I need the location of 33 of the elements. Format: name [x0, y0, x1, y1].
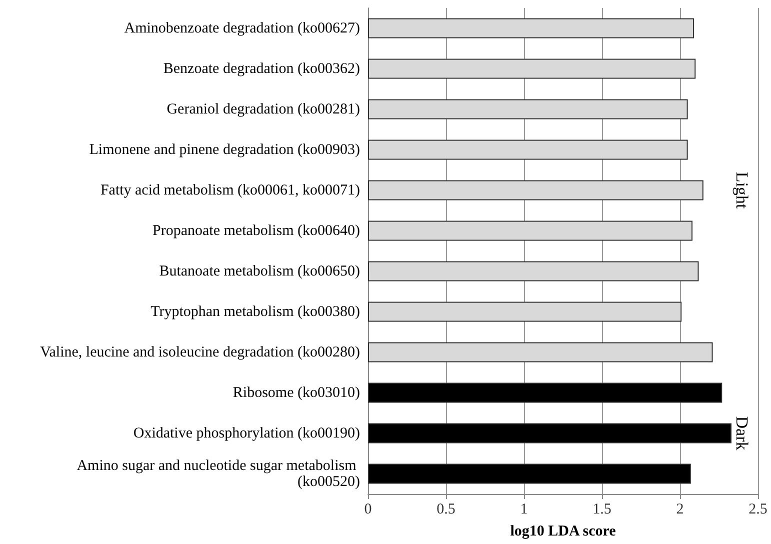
- x-tick-label: 1.5: [592, 502, 612, 518]
- bar: [368, 464, 691, 484]
- y-tick-label: Tryptophan metabolism (ko00380): [150, 304, 360, 320]
- x-axis-title: log10 LDA score: [510, 524, 616, 540]
- bar: [368, 382, 722, 403]
- bar: [368, 423, 732, 444]
- x-tick-label: 0: [364, 502, 372, 518]
- bar: [368, 18, 694, 38]
- text: Light: [732, 172, 752, 209]
- y-tick-label: Propanoate metabolism (ko00640): [152, 222, 360, 239]
- bar: [368, 220, 692, 241]
- x-tick-label: 1: [520, 502, 528, 518]
- bar: [368, 302, 682, 322]
- bar: [368, 140, 688, 160]
- y-tick-label: Amino sugar and nucleotide sugar metabolism (ko00520): [76, 458, 360, 490]
- bar: [368, 180, 704, 200]
- y-tick-label: Aminobenzoate degradation (ko00627): [124, 20, 360, 36]
- y-tick-label: Fatty acid metabolism (ko00061, ko00071): [100, 182, 360, 198]
- bar: [368, 99, 688, 120]
- y-tick-label: Ribosome (ko03010): [232, 384, 360, 401]
- x-tick-label: 0.5: [436, 502, 456, 518]
- bar: [368, 261, 699, 282]
- bar: [368, 58, 696, 79]
- x-tick-label: 2.5: [748, 502, 768, 518]
- y-tick-label: Valine, leucine and isoleucine degradation (ko00280): [40, 344, 360, 360]
- x-tick-label: 2: [676, 502, 684, 518]
- bar: [368, 342, 713, 362]
- text: Dark: [732, 416, 752, 451]
- y-tick-label: Geraniol degradation (ko00281): [166, 101, 360, 118]
- y-tick-label: Benzoate degradation (ko00362): [163, 60, 360, 77]
- y-tick-label: Butanoate metabolism (ko00650): [159, 263, 360, 280]
- y-tick-label: Limonene and pinene degradation (ko00903): [89, 142, 360, 158]
- y-tick-label: Oxidative phosphorylation (ko00190): [133, 425, 360, 442]
